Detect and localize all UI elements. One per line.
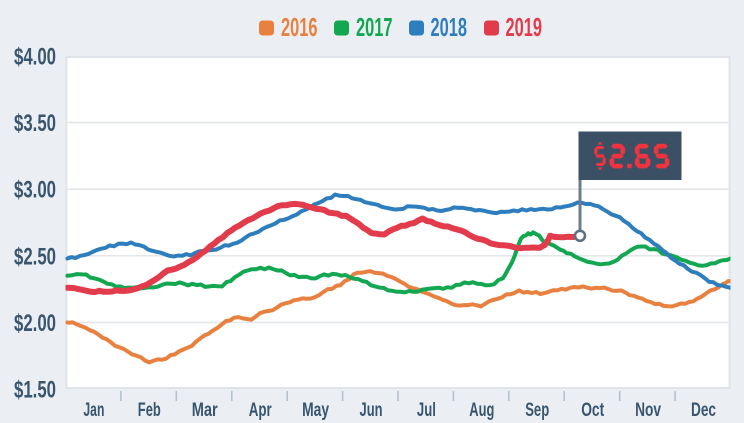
svg-text:$3.50: $3.50 [14,110,56,137]
svg-text:Feb: Feb [138,400,161,421]
svg-text:Mar: Mar [192,400,218,421]
svg-text:Oct: Oct [581,400,604,421]
svg-text:$3.00: $3.00 [14,177,56,204]
svg-text:Sep: Sep [525,400,549,421]
svg-text:$2.00: $2.00 [14,310,56,337]
svg-text:2018: 2018 [431,12,468,42]
svg-text:$1.50: $1.50 [14,377,56,404]
svg-text:Aug: Aug [469,400,494,421]
svg-text:$2.50: $2.50 [14,243,56,270]
svg-text:Dec: Dec [691,400,716,421]
svg-text:2019: 2019 [506,12,543,42]
svg-text:$4.00: $4.00 [14,44,56,71]
svg-text:Nov: Nov [635,400,661,421]
svg-text:Apr: Apr [249,400,272,421]
svg-text:2016: 2016 [281,12,318,42]
svg-text:2017: 2017 [356,12,393,42]
svg-text:Jun: Jun [360,400,383,421]
svg-text:Jul: Jul [417,400,436,421]
svg-text:May: May [302,400,329,421]
svg-text:Jan: Jan [83,400,104,421]
